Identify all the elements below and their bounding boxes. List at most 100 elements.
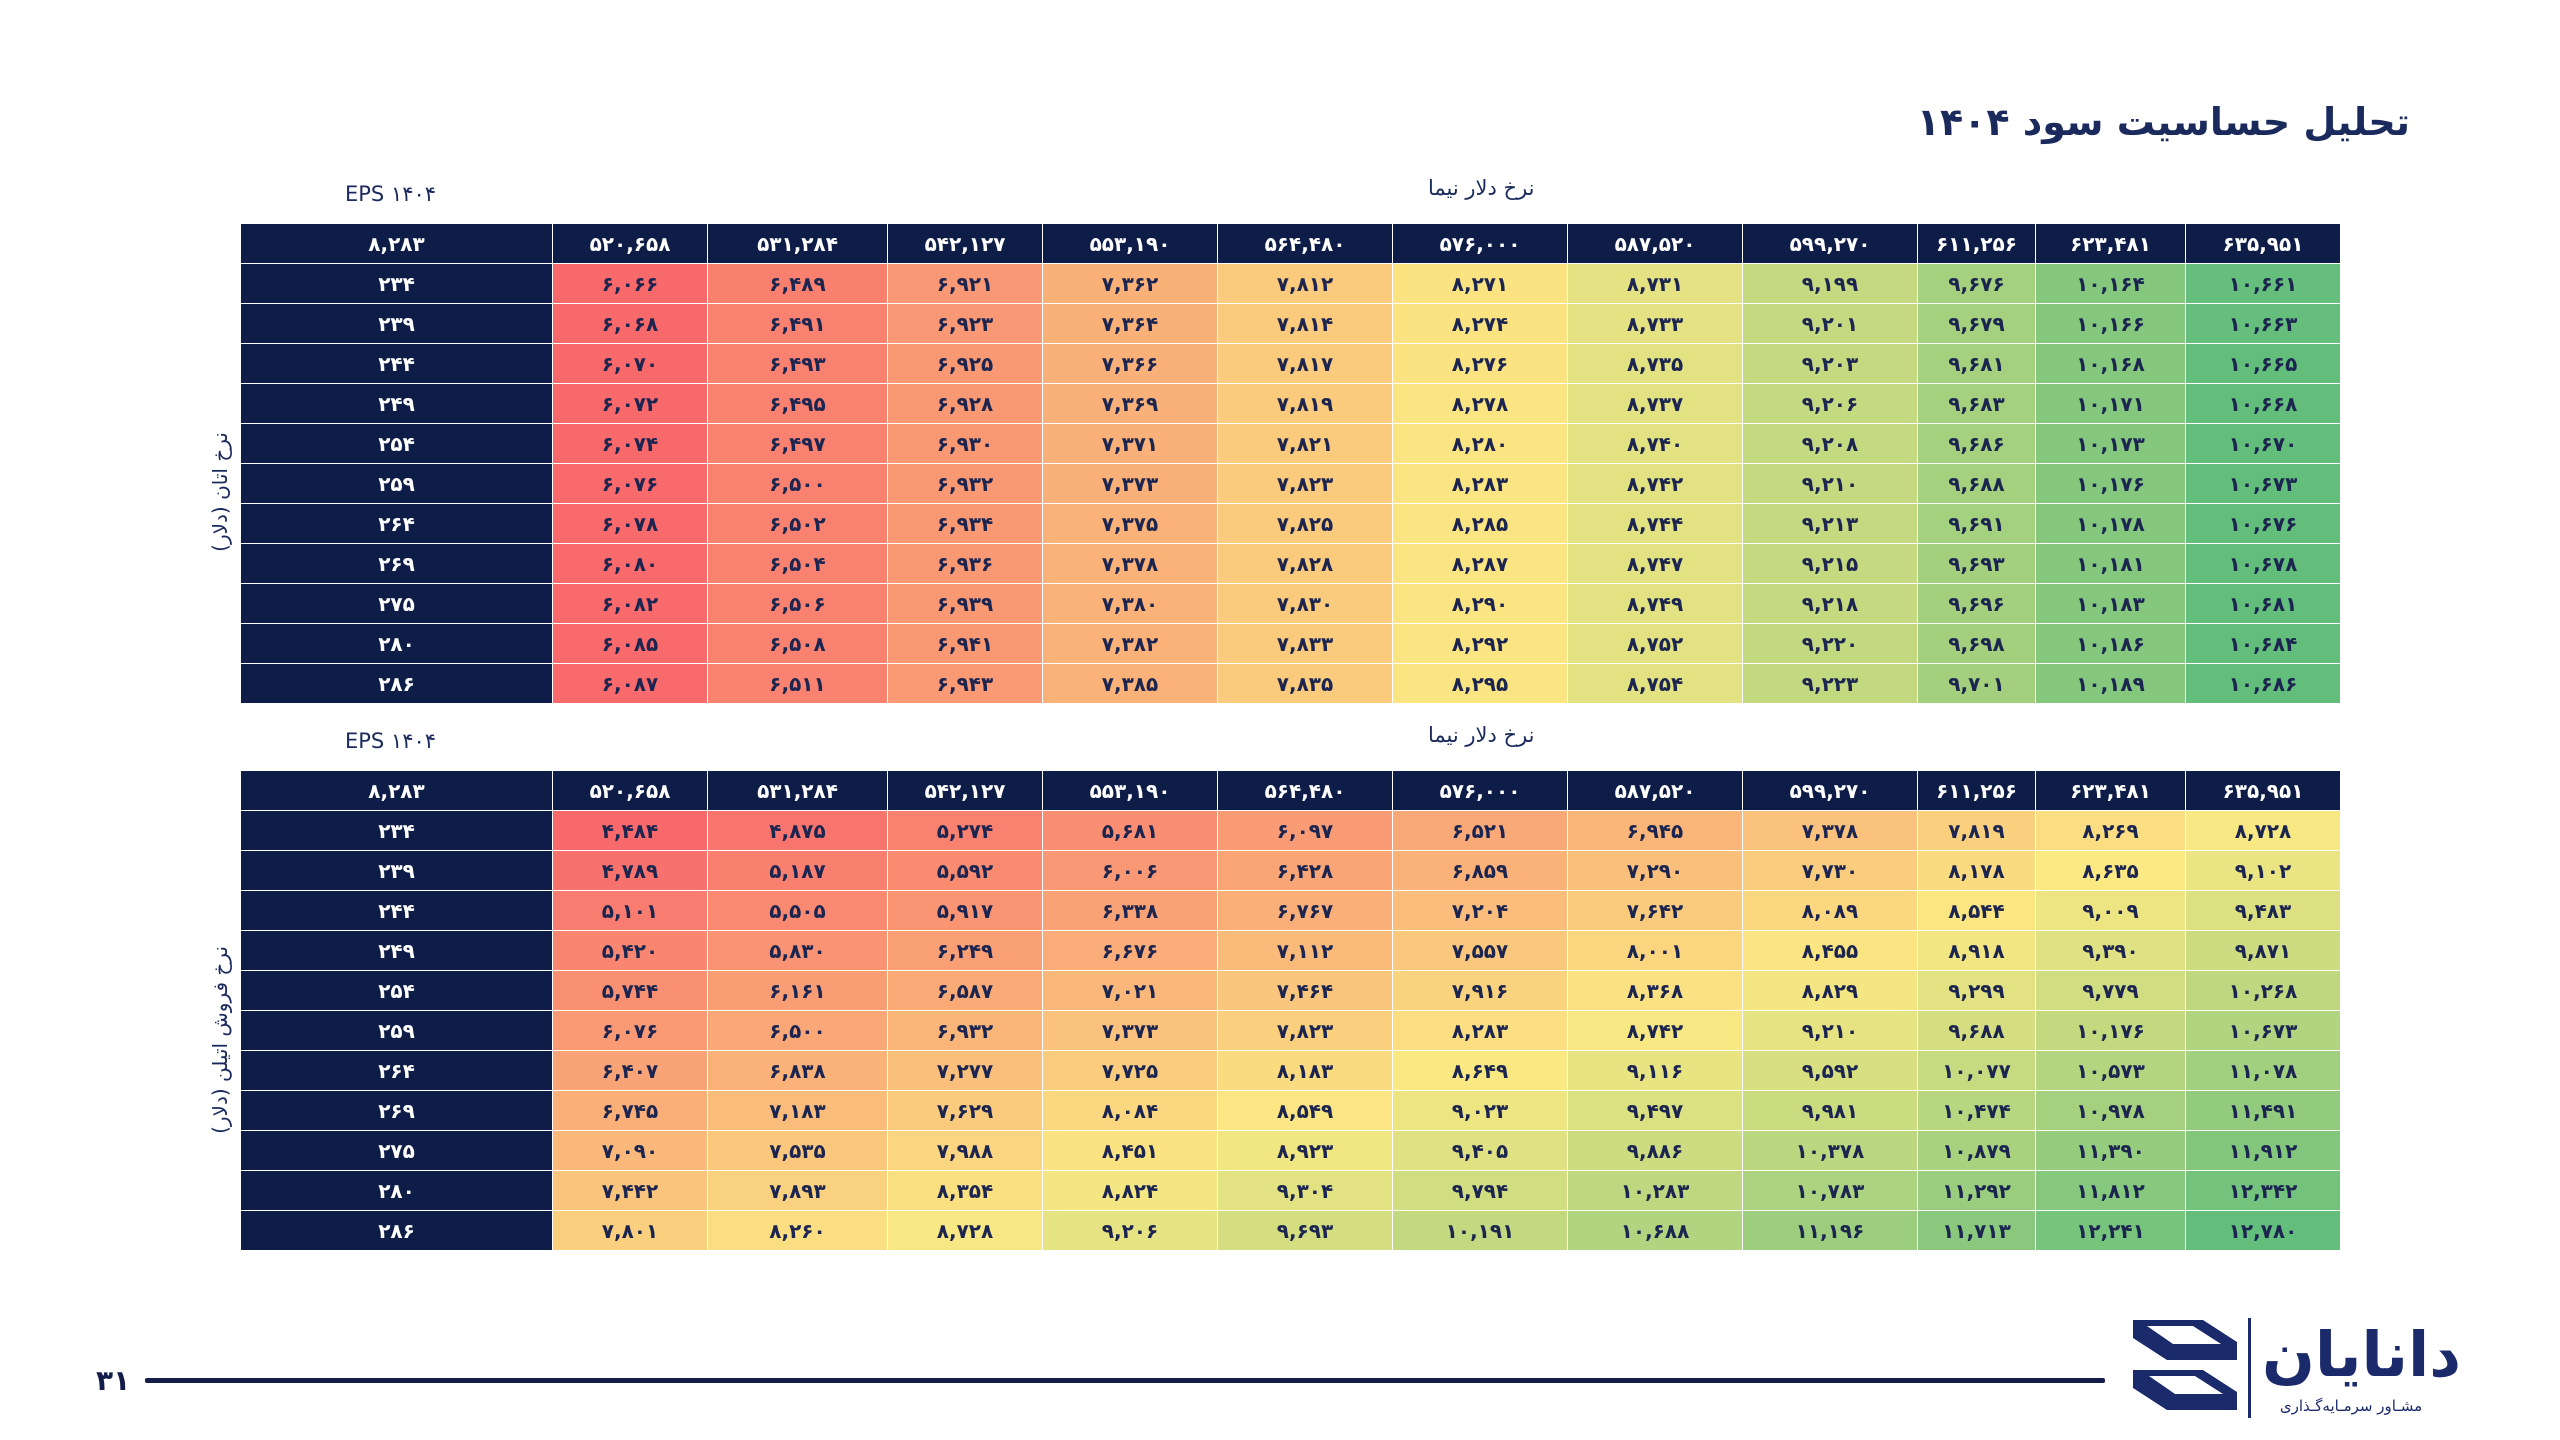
table-cell: ۱۰,۱۷۸ [2035, 503, 2186, 544]
row-header: ۲۶۹ [240, 1090, 553, 1131]
table-cell: ۶,۵۰۶ [707, 583, 888, 624]
table-cell: ۸,۲۷۶ [1392, 343, 1568, 384]
table-cell: ۹,۲۰۳ [1742, 343, 1918, 384]
table-cell: ۸,۷۴۲ [1567, 1010, 1743, 1051]
table-row: ۲۵۹ ۶,۰۷۶ ۶,۵۰۰ ۶,۹۳۲ ۷,۳۷۳ ۷,۸۲۳ ۸,۲۸۳ ۸,۷۴۲ ۹,… [240, 463, 2341, 504]
table-cell: ۹,۶۹۸ [1917, 623, 2036, 664]
table-cell: ۶,۵۰۴ [707, 543, 888, 584]
row-header: ۲۸۶ [240, 1210, 553, 1251]
table-cell: ۱۰,۱۸۱ [2035, 543, 2186, 584]
logo-divider [2248, 1318, 2251, 1418]
row-header: ۲۳۴ [240, 810, 553, 851]
table-cell: ۹,۲۱۳ [1742, 503, 1918, 544]
table-row: ۲۶۴ ۶,۴۰۷ ۶,۸۳۸ ۷,۲۷۷ ۷,۷۲۵ ۸,۱۸۳ ۸,۶۴۹ ۹,۱۱۶ ۹,… [240, 1050, 2341, 1091]
column-header: ۶۲۳,۴۸۱ [2035, 770, 2186, 811]
column-header: ۵۴۲,۱۲۷ [887, 770, 1043, 811]
table-cell: ۷,۸۲۵ [1217, 503, 1393, 544]
logo-wordmark: دانایان [2262, 1318, 2462, 1391]
table-cell: ۹,۱۰۲ [2185, 850, 2341, 891]
table-cell: ۹,۲۱۸ [1742, 583, 1918, 624]
table-cell: ۶,۹۴۱ [887, 623, 1043, 664]
row-header: ۲۷۵ [240, 583, 553, 624]
table-cell: ۶,۰۷۰ [552, 343, 708, 384]
table-cell: ۷,۱۱۲ [1217, 930, 1393, 971]
table-cell: ۱۰,۶۶۳ [2185, 303, 2341, 344]
table-cell: ۹,۲۱۰ [1742, 1010, 1918, 1051]
table-cell: ۹,۴۰۵ [1392, 1130, 1568, 1171]
table-cell: ۶,۰۷۲ [552, 383, 708, 424]
table-cell: ۹,۲۲۳ [1742, 663, 1918, 704]
table-cell: ۹,۲۱۵ [1742, 543, 1918, 584]
table-cell: ۷,۳۷۱ [1042, 423, 1218, 464]
row-header: ۲۸۰ [240, 623, 553, 664]
table-cell: ۶,۹۴۳ [887, 663, 1043, 704]
table-cell: ۷,۸۱۹ [1917, 810, 2036, 851]
table-cell: ۸,۳۵۴ [887, 1170, 1043, 1211]
table-cell: ۸,۷۵۲ [1567, 623, 1743, 664]
row-axis-label-1: نرخ اتان (دلار) [208, 432, 232, 552]
table-cell: ۷,۳۷۸ [1742, 810, 1918, 851]
table-cell: ۸,۲۸۵ [1392, 503, 1568, 544]
table-ethylene: ۸,۲۸۳ ۵۲۰,۶۵۸ ۵۳۱,۲۸۴ ۵۴۲,۱۲۷ ۵۵۳,۱۹۰ ۵۶۴,۴۸۰… [240, 770, 2341, 1251]
table-cell: ۸,۲۹۰ [1392, 583, 1568, 624]
table-cell: ۹,۰۰۹ [2035, 890, 2186, 931]
table-cell: ۷,۸۹۳ [707, 1170, 888, 1211]
table-cell: ۱۰,۸۷۹ [1917, 1130, 2036, 1171]
table-cell: ۱۰,۵۷۳ [2035, 1050, 2186, 1091]
column-header: ۵۵۳,۱۹۰ [1042, 770, 1218, 811]
table-cell: ۱۱,۷۱۳ [1917, 1210, 2036, 1251]
table-cell: ۹,۶۸۸ [1917, 463, 2036, 504]
table-cell: ۷,۲۷۷ [887, 1050, 1043, 1091]
table-cell: ۷,۵۵۷ [1392, 930, 1568, 971]
header-row: ۸,۲۸۳ ۵۲۰,۶۵۸ ۵۳۱,۲۸۴ ۵۴۲,۱۲۷ ۵۵۳,۱۹۰ ۵۶۴,۴۸۰… [240, 770, 2341, 811]
row-header: ۲۸۶ [240, 663, 553, 704]
table-cell: ۷,۲۰۴ [1392, 890, 1568, 931]
table-cell: ۱۰,۱۷۳ [2035, 423, 2186, 464]
table-cell: ۶,۹۳۲ [887, 1010, 1043, 1051]
table-cell: ۹,۱۱۶ [1567, 1050, 1743, 1091]
table-cell: ۶,۴۲۸ [1217, 850, 1393, 891]
table-cell: ۸,۲۹۵ [1392, 663, 1568, 704]
table-cell: ۱۲,۲۴۱ [2035, 1210, 2186, 1251]
header-row: ۸,۲۸۳ ۵۲۰,۶۵۸ ۵۳۱,۲۸۴ ۵۴۲,۱۲۷ ۵۵۳,۱۹۰ ۵۶۴,۴۸۰… [240, 223, 2341, 264]
table-cell: ۸,۱۷۸ [1917, 850, 2036, 891]
row-header: ۲۵۹ [240, 1010, 553, 1051]
table-cell: ۷,۳۸۲ [1042, 623, 1218, 664]
column-header: ۵۹۹,۲۷۰ [1742, 770, 1918, 811]
table-cell: ۱۱,۳۹۰ [2035, 1130, 2186, 1171]
table-cell: ۷,۸۱۷ [1217, 343, 1393, 384]
table-cell: ۷,۷۲۵ [1042, 1050, 1218, 1091]
table-cell: ۹,۶۸۱ [1917, 343, 2036, 384]
column-header: ۵۳۱,۲۸۴ [707, 223, 888, 264]
table-cell: ۵,۸۳۰ [707, 930, 888, 971]
table-cell: ۱۰,۳۷۸ [1742, 1130, 1918, 1171]
table-cell: ۹,۲۲۰ [1742, 623, 1918, 664]
table-cell: ۱۰,۶۷۳ [2185, 1010, 2341, 1051]
table-cell: ۱۰,۱۷۶ [2035, 463, 2186, 504]
table-cell: ۷,۳۶۴ [1042, 303, 1218, 344]
table-cell: ۹,۶۸۶ [1917, 423, 2036, 464]
table-cell: ۶,۹۲۱ [887, 263, 1043, 304]
danayan-logo-icon [2133, 1320, 2237, 1410]
row-header: ۲۶۹ [240, 543, 553, 584]
table-row: ۲۵۴ ۶,۰۷۴ ۶,۴۹۷ ۶,۹۳۰ ۷,۳۷۱ ۷,۸۲۱ ۸,۲۸۰ ۸,۷۴۰ ۹,… [240, 423, 2341, 464]
table-cell: ۸,۷۲۸ [887, 1210, 1043, 1251]
table-cell: ۸,۷۴۴ [1567, 503, 1743, 544]
table-cell: ۷,۵۳۵ [707, 1130, 888, 1171]
column-header: ۵۲۰,۶۵۸ [552, 770, 708, 811]
table-cell: ۹,۰۲۳ [1392, 1090, 1568, 1131]
table-cell: ۸,۲۸۳ [1392, 463, 1568, 504]
table-cell: ۱۰,۶۸۶ [2185, 663, 2341, 704]
row-header: ۲۴۴ [240, 890, 553, 931]
column-header: ۵۲۰,۶۵۸ [552, 223, 708, 264]
table-cell: ۸,۵۴۹ [1217, 1090, 1393, 1131]
column-header: ۶۳۵,۹۵۱ [2185, 770, 2341, 811]
table-row: ۲۸۶ ۷,۸۰۱ ۸,۲۶۰ ۸,۷۲۸ ۹,۲۰۶ ۹,۶۹۳ ۱۰,۱۹۱ ۱۰,۶۸۸… [240, 1210, 2341, 1251]
table-cell: ۹,۸۸۶ [1567, 1130, 1743, 1171]
row-header: ۲۳۴ [240, 263, 553, 304]
table-cell: ۷,۰۲۱ [1042, 970, 1218, 1011]
table-cell: ۸,۷۳۳ [1567, 303, 1743, 344]
table-cell: ۹,۴۹۷ [1567, 1090, 1743, 1131]
table-cell: ۹,۳۰۴ [1217, 1170, 1393, 1211]
table-cell: ۶,۵۱۱ [707, 663, 888, 704]
